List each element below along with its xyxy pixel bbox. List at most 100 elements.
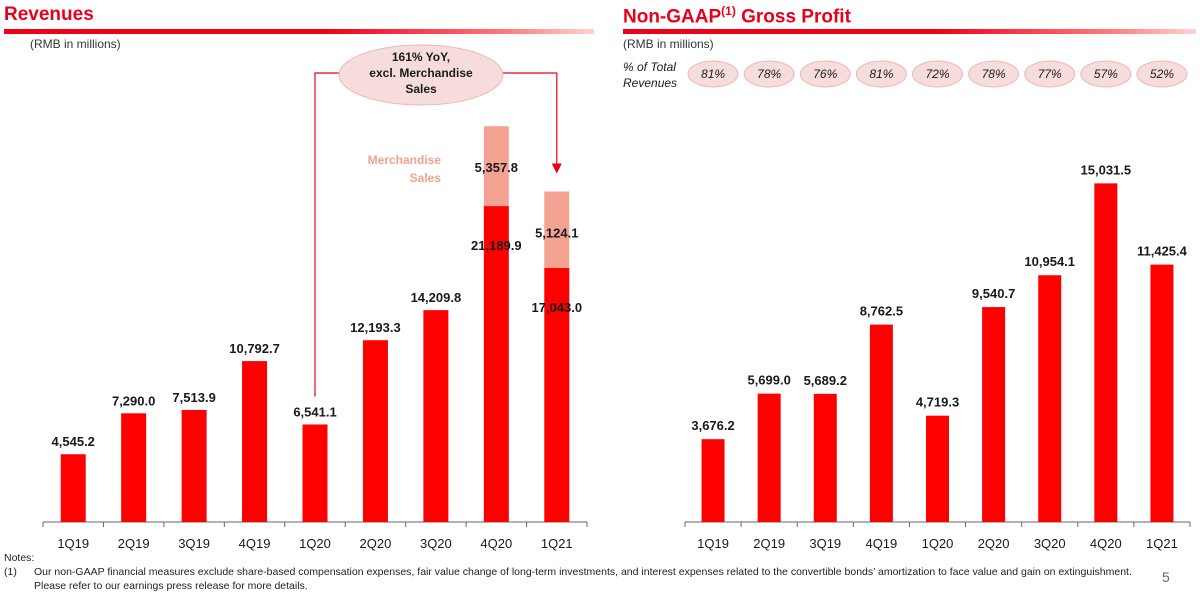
gross-profit-category-label: 1Q21: [1146, 536, 1178, 551]
gross-profit-category-label: 1Q20: [922, 536, 954, 551]
revenues-category-label: 1Q20: [299, 536, 331, 551]
revenues-category-label: 2Q20: [360, 536, 392, 551]
merchandise-value-label: 5,357.8: [475, 160, 518, 175]
gross-profit-title-underline: [623, 29, 1196, 34]
gross-profit-bar: [757, 393, 781, 522]
revenue-value-label: 7,290.0: [112, 393, 155, 408]
gross-profit-category-label: 4Q19: [865, 536, 897, 551]
revenue-bar: [242, 361, 268, 522]
revenue-bar: [181, 409, 207, 522]
revenue-bar: [362, 340, 388, 522]
revenue-bar: [121, 413, 147, 522]
gross-profit-bar: [701, 439, 725, 522]
yoy-callout-bubble: [338, 44, 504, 106]
revenue-bar: [302, 424, 328, 522]
gross-profit-bar: [982, 307, 1006, 522]
revenues-title-underline: [4, 29, 594, 34]
revenues-title: Revenues: [4, 4, 94, 26]
gross-profit-chart: % of Total Revenues 3,676.2 1Q19 81% 5,699.0 2…: [623, 60, 1191, 551]
revenue-value-label: 4,545.2: [52, 434, 95, 449]
pct-row-label: Revenues: [623, 76, 677, 90]
pct-pill: [799, 60, 851, 88]
pct-pill: [1024, 60, 1076, 88]
yoy-arrow-head: [551, 163, 562, 174]
yoy-callout-text: excl. Merchandise: [369, 66, 473, 80]
gross-profit-value-label: 15,031.5: [1081, 162, 1132, 177]
pct-of-revenue-label: 77%: [1038, 67, 1062, 81]
revenues-category-label: 2Q19: [118, 536, 150, 551]
revenue-value-label: 17,043.0: [531, 300, 582, 315]
gross-profit-bar: [1038, 275, 1062, 522]
pct-pill: [912, 60, 963, 88]
pct-row-label: % of Total: [623, 60, 676, 74]
pct-pill: [1080, 60, 1132, 88]
gross-profit-value-label: 5,689.2: [804, 373, 847, 388]
merchandise-legend-label: Merchandise: [368, 153, 442, 167]
revenues-category-label: 3Q19: [178, 536, 210, 551]
gross-profit-category-label: 3Q20: [1034, 536, 1066, 551]
revenues-category-label: 1Q19: [57, 536, 89, 551]
revenues-category-label: 4Q19: [239, 536, 271, 551]
revenue-value-label: 7,513.9: [172, 390, 215, 405]
footnote-1: (1) Our non-GAAP financial measures excl…: [4, 565, 1154, 593]
gross-profit-title-suffix: Gross Profit: [735, 6, 851, 28]
revenue-value-label: 10,792.7: [229, 341, 280, 356]
footnotes: Notes: (1) Our non-GAAP financial measur…: [4, 551, 1154, 593]
gross-profit-category-label: 4Q20: [1090, 536, 1122, 551]
gross-profit-bar: [813, 393, 837, 522]
gross-profit-unit-label: (RMB in millions): [623, 37, 714, 51]
pct-pill: [1136, 60, 1188, 88]
revenue-bar: [483, 206, 509, 522]
yoy-callout-text: Sales: [405, 82, 437, 96]
pct-of-revenue-label: 52%: [1150, 67, 1174, 81]
revenues-unit-label: (RMB in millions): [30, 37, 121, 51]
gross-profit-title-text: Non-GAAP: [623, 6, 722, 28]
pct-of-revenue-label: 57%: [1094, 67, 1118, 81]
revenues-category-label: 3Q20: [420, 536, 452, 551]
gross-profit-category-label: 2Q19: [753, 536, 785, 551]
pct-pill: [855, 60, 907, 88]
revenue-value-label: 14,209.8: [411, 290, 462, 305]
revenues-chart: 4,545.2 1Q19 7,290.0 2Q19 7,513.9 3Q19 10,792.…: [42, 44, 588, 551]
pct-of-revenue-label: 78%: [757, 67, 781, 81]
footnote-number: (1): [4, 566, 17, 578]
merchandise-sales-bar: [483, 126, 509, 207]
pct-pill: [968, 60, 1020, 88]
pct-of-revenue-label: 81%: [869, 67, 893, 81]
page-number: 5: [1162, 569, 1170, 585]
pct-of-revenue-label: 78%: [982, 67, 1006, 81]
pct-pill: [743, 60, 795, 88]
gross-profit-bar: [869, 324, 893, 522]
revenues-title-text: Revenues: [4, 4, 94, 25]
pct-pill: [687, 60, 739, 88]
gross-profit-value-label: 8,762.5: [860, 304, 903, 319]
gross-profit-category-label: 3Q19: [809, 536, 841, 551]
gross-profit-bar: [1094, 183, 1118, 522]
gross-profit-value-label: 10,954.1: [1024, 254, 1075, 269]
gross-profit-value-label: 9,540.7: [972, 286, 1015, 301]
merchandise-value-label: 5,124.1: [535, 226, 578, 241]
gross-profit-value-label: 11,425.4: [1137, 244, 1188, 259]
gross-profit-value-label: 3,676.2: [691, 418, 734, 433]
revenue-bar: [60, 454, 86, 522]
gross-profit-category-label: 1Q19: [697, 536, 729, 551]
revenue-value-label: 12,193.3: [350, 320, 401, 335]
gross-profit-bar: [926, 415, 949, 522]
revenues-category-label: 4Q20: [480, 536, 512, 551]
merchandise-sales-bar: [544, 191, 570, 268]
revenue-bar: [423, 310, 449, 522]
yoy-callout-text: 161% YoY,: [392, 50, 450, 64]
gross-profit-value-label: 4,719.3: [916, 395, 959, 410]
pct-of-revenue-label: 76%: [813, 67, 837, 81]
merchandise-legend-label: Sales: [410, 171, 442, 185]
revenue-value-label: 21,189.9: [471, 238, 522, 253]
footnote-text: Our non-GAAP financial measures exclude …: [34, 566, 1132, 592]
revenue-value-label: 6,541.1: [293, 404, 336, 419]
gross-profit-title: Non-GAAP(1) Gross Profit: [623, 4, 851, 28]
pct-of-revenue-label: 81%: [701, 67, 725, 81]
gross-profit-value-label: 5,699.0: [747, 373, 790, 388]
revenue-bar: [544, 267, 570, 522]
gross-profit-category-label: 2Q20: [978, 536, 1010, 551]
revenues-category-label: 1Q21: [541, 536, 573, 551]
